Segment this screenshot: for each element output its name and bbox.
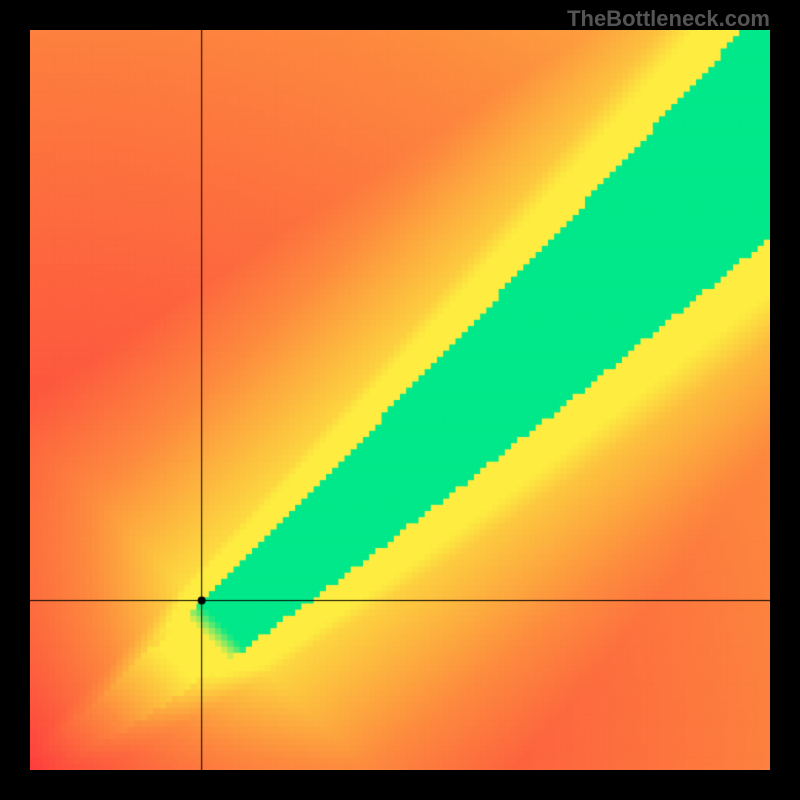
watermark-text: TheBottleneck.com: [567, 6, 770, 32]
heatmap-canvas: [30, 30, 770, 770]
heatmap-plot: [30, 30, 770, 770]
